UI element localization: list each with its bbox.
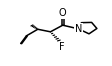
Text: N: N — [74, 23, 81, 34]
Text: F: F — [58, 42, 64, 52]
Text: O: O — [58, 8, 66, 18]
